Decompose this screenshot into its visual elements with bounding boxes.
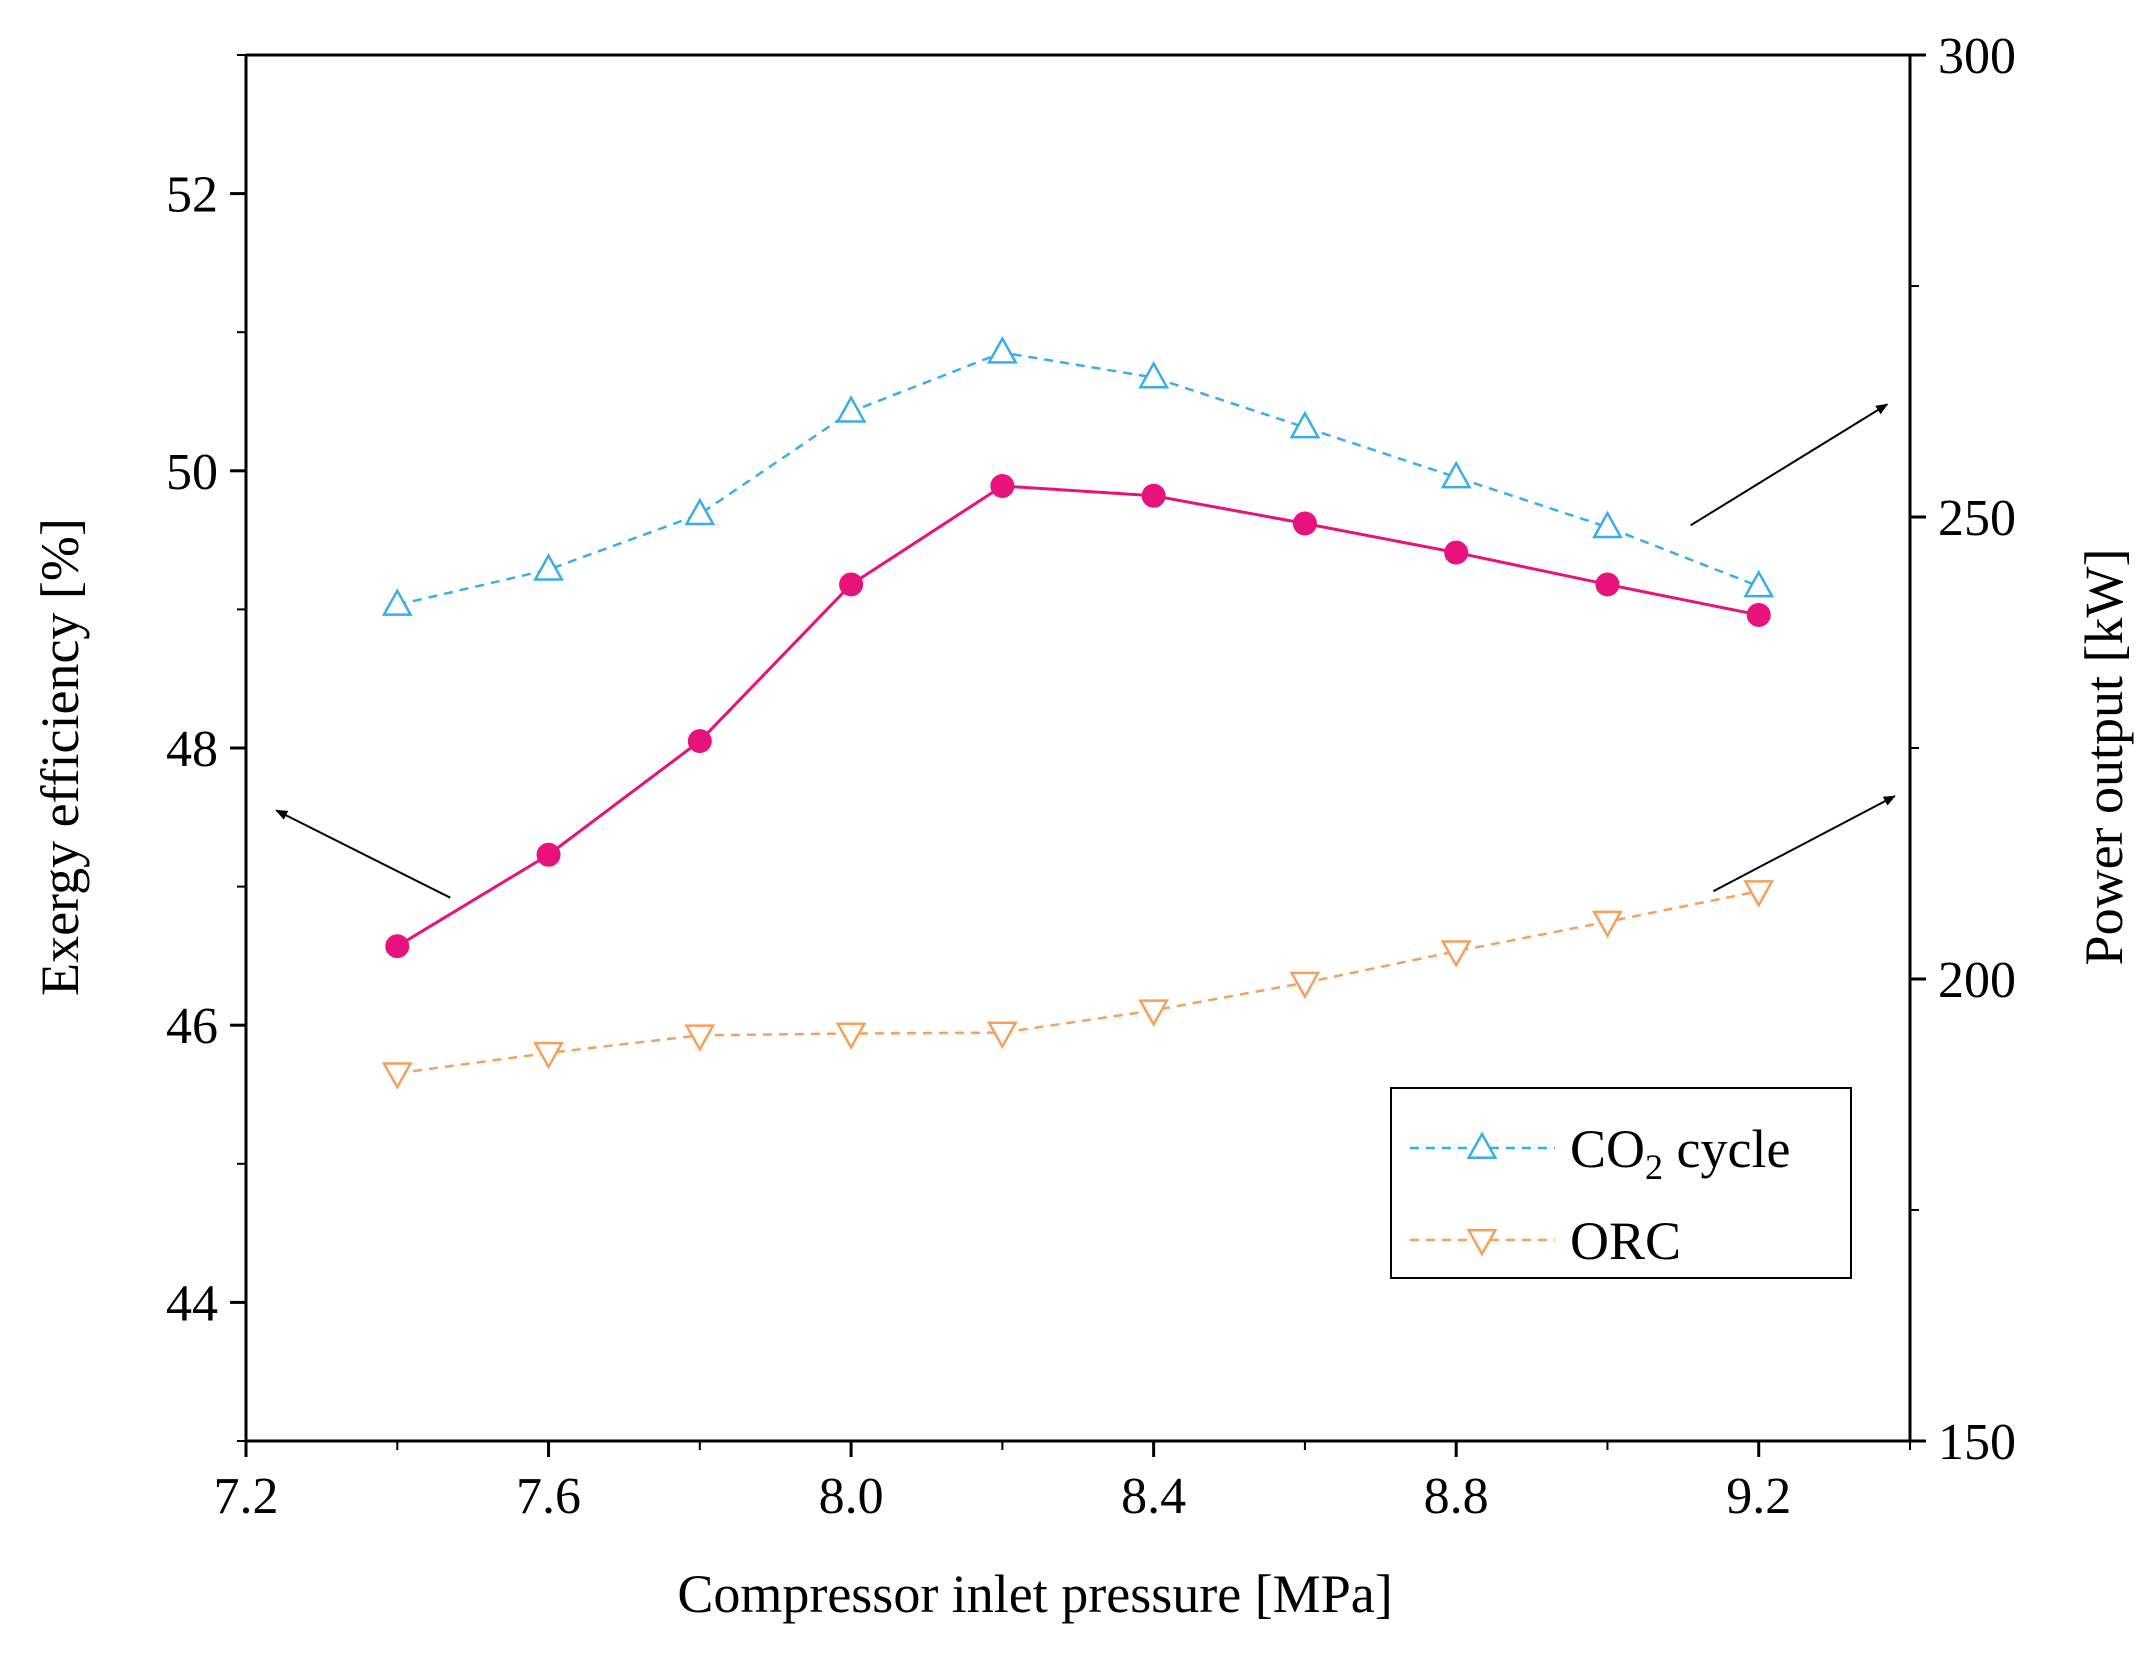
data-point <box>1289 971 1321 1000</box>
data-point <box>381 1062 413 1090</box>
data-point <box>1444 540 1469 565</box>
x-axis-title: Compressor inlet pressure [MPa] <box>677 1564 1392 1624</box>
series <box>381 335 1775 1090</box>
series-line <box>397 889 1759 1075</box>
x-tick-label: 8.0 <box>819 1468 884 1525</box>
data-point <box>1289 410 1321 439</box>
legend-label-main: CO <box>1570 1119 1645 1179</box>
data-point <box>835 395 867 423</box>
y-right-axis-title: Power output [kW] <box>2074 549 2134 966</box>
series-exergy-efficiency <box>385 474 1771 959</box>
axis-indicator-arrow <box>1712 795 1896 893</box>
legend-box <box>1390 1087 1852 1279</box>
series-line <box>396 484 1760 948</box>
legend-label-subscript: 2 <box>1645 1147 1663 1187</box>
y-right-tick-label: 150 <box>1938 1414 2016 1471</box>
legend-label: ORC <box>1570 1211 1681 1271</box>
data-point <box>1138 360 1170 389</box>
ticks: 7.2 7.6 8.0 8.4 8.8 9.2 44 46 48 50 52 150 200 250 300 <box>166 28 2016 1525</box>
data-point <box>687 729 712 754</box>
data-point <box>385 934 410 959</box>
data-point <box>1138 999 1170 1027</box>
y-left-tick-label: 48 <box>166 721 218 778</box>
axis-indicator-arrow <box>1690 403 1889 527</box>
legend-label: CO2 cycle <box>1570 1119 1790 1187</box>
data-point <box>536 842 561 867</box>
axis-indicator-arrow <box>275 809 451 899</box>
series-orc <box>381 880 1775 1090</box>
data-point <box>835 1022 867 1051</box>
data-point <box>533 1041 564 1070</box>
data-point <box>1440 940 1472 968</box>
data-point <box>839 572 864 597</box>
data-point <box>1292 511 1317 536</box>
data-point <box>1746 602 1771 627</box>
x-tick-label: 7.2 <box>214 1468 279 1525</box>
legend-marker <box>1466 1131 1498 1160</box>
data-point <box>1440 460 1472 489</box>
data-point <box>1743 569 1775 598</box>
data-point <box>1743 880 1775 908</box>
y-left-tick-label: 52 <box>166 167 218 224</box>
legend-label-main: ORC <box>1570 1211 1681 1271</box>
legend-entry: CO2 cycle <box>1410 1119 1790 1187</box>
y-left-tick-label: 44 <box>166 1275 218 1332</box>
y-right-tick-label: 200 <box>1938 952 2016 1009</box>
data-point <box>684 1024 716 1052</box>
data-point <box>986 1021 1018 1050</box>
legend-entry: ORC <box>1410 1211 1681 1271</box>
x-tick-label: 8.8 <box>1424 1468 1489 1525</box>
annotations <box>275 403 1896 899</box>
x-tick-label: 7.6 <box>516 1468 581 1525</box>
data-point <box>1595 572 1620 597</box>
data-point <box>533 553 564 581</box>
data-point <box>381 588 413 616</box>
series-co2-cycle <box>381 335 1775 616</box>
y-left-tick-label: 50 <box>166 444 218 501</box>
y-left-axis-title: Exergy efficiency [%] <box>30 518 90 996</box>
legend: CO2 cycle ORC <box>1390 1087 1852 1279</box>
y-right-tick-label: 250 <box>1938 490 2016 547</box>
series-line <box>396 351 1760 606</box>
legend-label-rest: cycle <box>1663 1119 1790 1179</box>
data-point <box>1592 910 1623 939</box>
data-point <box>986 335 1018 364</box>
legend-marker <box>1466 1228 1498 1257</box>
x-tick-label: 9.2 <box>1726 1468 1791 1525</box>
y-right-tick-label: 300 <box>1938 28 2016 85</box>
data-point <box>1141 483 1166 508</box>
data-point <box>1592 510 1623 539</box>
x-tick-label: 8.4 <box>1121 1468 1186 1525</box>
data-point <box>990 474 1015 499</box>
y-left-tick-label: 46 <box>166 998 218 1055</box>
data-point <box>684 497 716 526</box>
